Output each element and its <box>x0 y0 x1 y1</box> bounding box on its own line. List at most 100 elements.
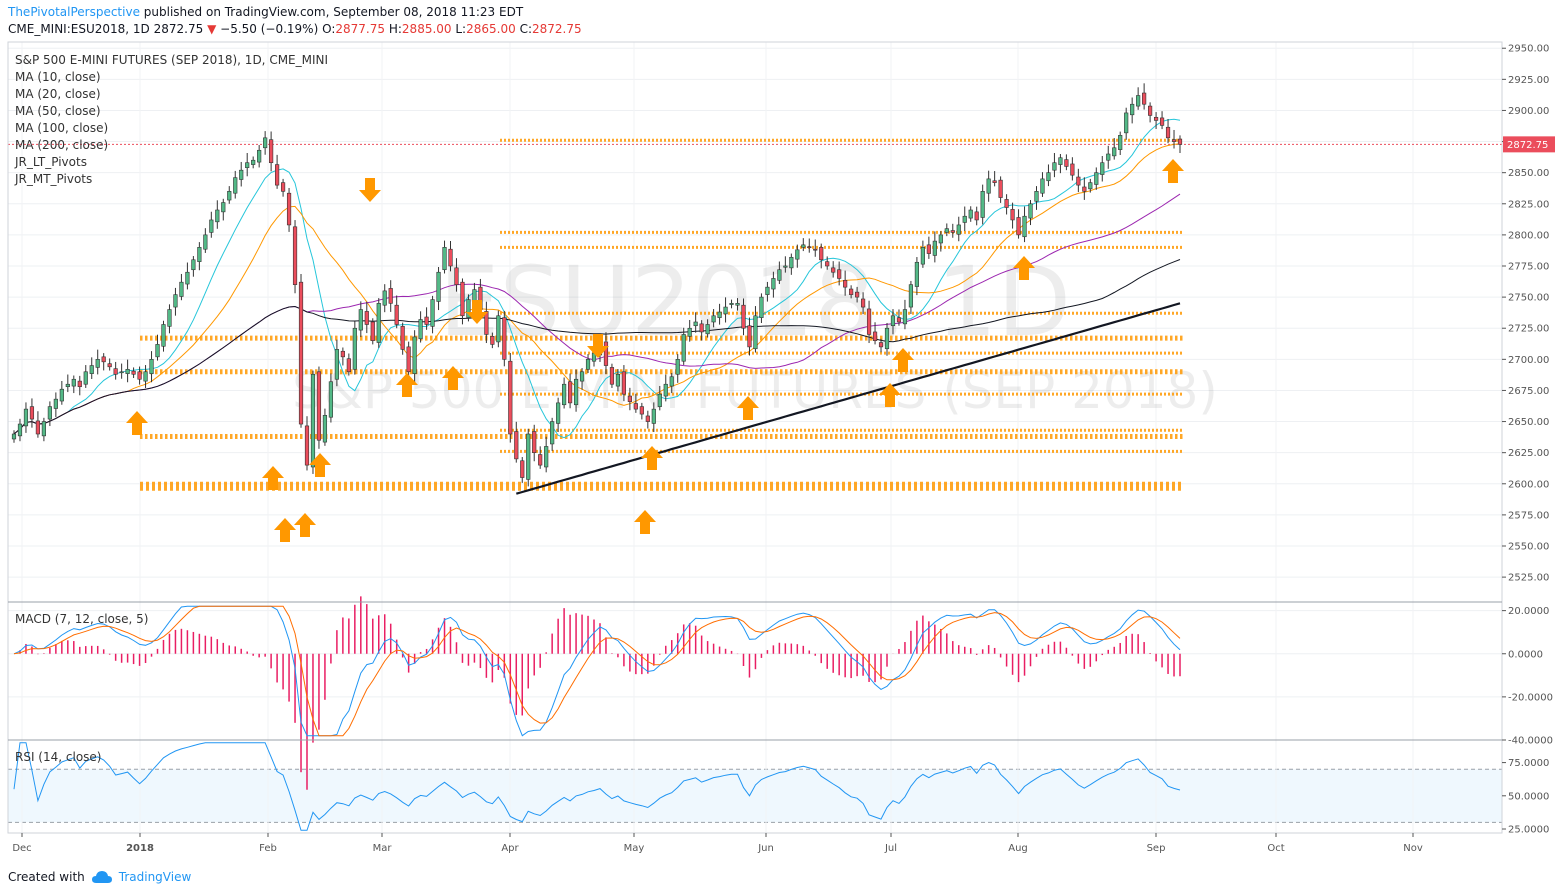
candle-body <box>370 321 375 341</box>
candle-body <box>29 406 35 420</box>
up-arrow <box>1162 159 1184 183</box>
x-tick-label: Feb <box>259 843 277 854</box>
rsi-label[interactable]: RSI (14, close) <box>15 750 102 764</box>
candle-body <box>310 373 316 468</box>
candle-body <box>239 169 244 180</box>
candle-body <box>944 228 949 233</box>
candle-body <box>1159 117 1165 126</box>
candle-body <box>1142 92 1147 105</box>
candle-body <box>448 248 453 267</box>
high-value: 2885.00 <box>401 22 452 36</box>
footer: Created with TradingView <box>8 870 191 884</box>
candle-body <box>974 211 979 221</box>
candle-body <box>1004 199 1009 208</box>
y-tick-label: 2750.00 <box>1508 293 1549 304</box>
candle-body <box>1112 147 1117 157</box>
candle-body <box>627 395 632 402</box>
low-value: 2865.00 <box>466 22 516 36</box>
y-tick-label: 2525.00 <box>1508 573 1549 584</box>
candle-body <box>968 209 973 219</box>
candle-body <box>1165 126 1171 139</box>
candle-body <box>633 403 638 410</box>
candle-body <box>101 356 106 363</box>
candle-body <box>550 421 555 445</box>
candle-body <box>675 359 680 375</box>
candle-body <box>406 346 411 373</box>
candle-body <box>562 383 567 406</box>
candle-body <box>520 460 525 478</box>
candle-body <box>795 249 800 260</box>
candle-body <box>143 371 148 382</box>
candle-body <box>657 393 662 407</box>
axes: 2525.00 2550.00 2575.00 2600.00 2625.00 2650.… <box>7 41 1555 854</box>
author-link[interactable]: ThePivotalPerspective <box>8 5 140 19</box>
y-tick-label: 2550.00 <box>1508 542 1549 553</box>
candle-body <box>538 454 543 466</box>
candle-body <box>77 380 82 388</box>
x-tick-label: 2018 <box>126 843 154 854</box>
candle-body <box>65 383 70 388</box>
candle-body <box>717 311 722 318</box>
candle-body <box>269 139 274 164</box>
candle-body <box>394 304 399 325</box>
x-tick-label: Aug <box>1008 843 1028 854</box>
candle-body <box>573 378 579 406</box>
legend-ma20[interactable]: MA (20, close) <box>15 87 101 101</box>
candle-body <box>298 281 304 425</box>
candle-body <box>263 137 268 149</box>
legend-ma100[interactable]: MA (100, close) <box>15 121 109 135</box>
candle-body <box>1100 162 1105 175</box>
legend-ma200[interactable]: MA (200, close) <box>15 138 109 152</box>
ma200-line <box>516 302 1181 495</box>
candle-body <box>304 425 310 466</box>
candle-body <box>723 306 728 315</box>
candle-body <box>819 247 824 261</box>
candle-body <box>227 191 232 201</box>
candle-body <box>872 331 878 341</box>
candle-body <box>980 191 985 218</box>
candle-body <box>161 324 166 347</box>
candle-body <box>609 367 615 385</box>
up-arrow <box>396 373 418 397</box>
candle-body <box>932 240 937 256</box>
candle-body <box>735 303 740 306</box>
candle-body <box>986 178 991 194</box>
candle-body <box>436 271 441 302</box>
candle-body <box>95 359 100 368</box>
low-label: L: <box>455 22 467 36</box>
candle-body <box>1022 215 1027 238</box>
macd-pane <box>13 596 1181 790</box>
macd-label[interactable]: MACD (7, 12, close, 5) <box>15 612 149 626</box>
tradingview-link[interactable]: TradingView <box>118 870 192 884</box>
down-arrow <box>466 300 488 324</box>
candle-body <box>376 303 381 343</box>
candle-body <box>185 271 190 285</box>
candle-body <box>890 315 896 327</box>
candle-body <box>1082 186 1087 192</box>
down-arrow <box>359 178 381 202</box>
x-tick-label: Jun <box>757 843 774 854</box>
y-tick-label: 2625.00 <box>1508 448 1549 459</box>
up-arrow <box>641 446 663 470</box>
x-tick-label: Sep <box>1147 843 1166 854</box>
high-label: H: <box>388 22 402 36</box>
candle-body <box>1094 172 1099 185</box>
y-tick-label: 2650.00 <box>1508 417 1549 428</box>
legend-lt-pivots[interactable]: JR_LT_Pivots <box>15 155 87 169</box>
candle-body <box>884 327 890 350</box>
legend-ma10[interactable]: MA (10, close) <box>15 70 101 84</box>
candle-body <box>579 371 585 382</box>
candle-body <box>352 327 357 370</box>
candle-body <box>687 327 692 337</box>
rsi-tick-label: 50.0000 <box>1508 791 1549 802</box>
legend-mt-pivots[interactable]: JR_MT_Pivots <box>15 172 93 186</box>
chart-grid <box>8 42 1502 833</box>
candle-body <box>693 321 698 327</box>
pivot-arrows <box>126 159 1184 542</box>
candle-body <box>328 381 334 418</box>
legend-ma50[interactable]: MA (50, close) <box>15 104 101 118</box>
candle-body <box>358 309 363 331</box>
macd-tick-label: 20.0000 <box>1508 606 1549 617</box>
candle-body <box>119 371 124 374</box>
